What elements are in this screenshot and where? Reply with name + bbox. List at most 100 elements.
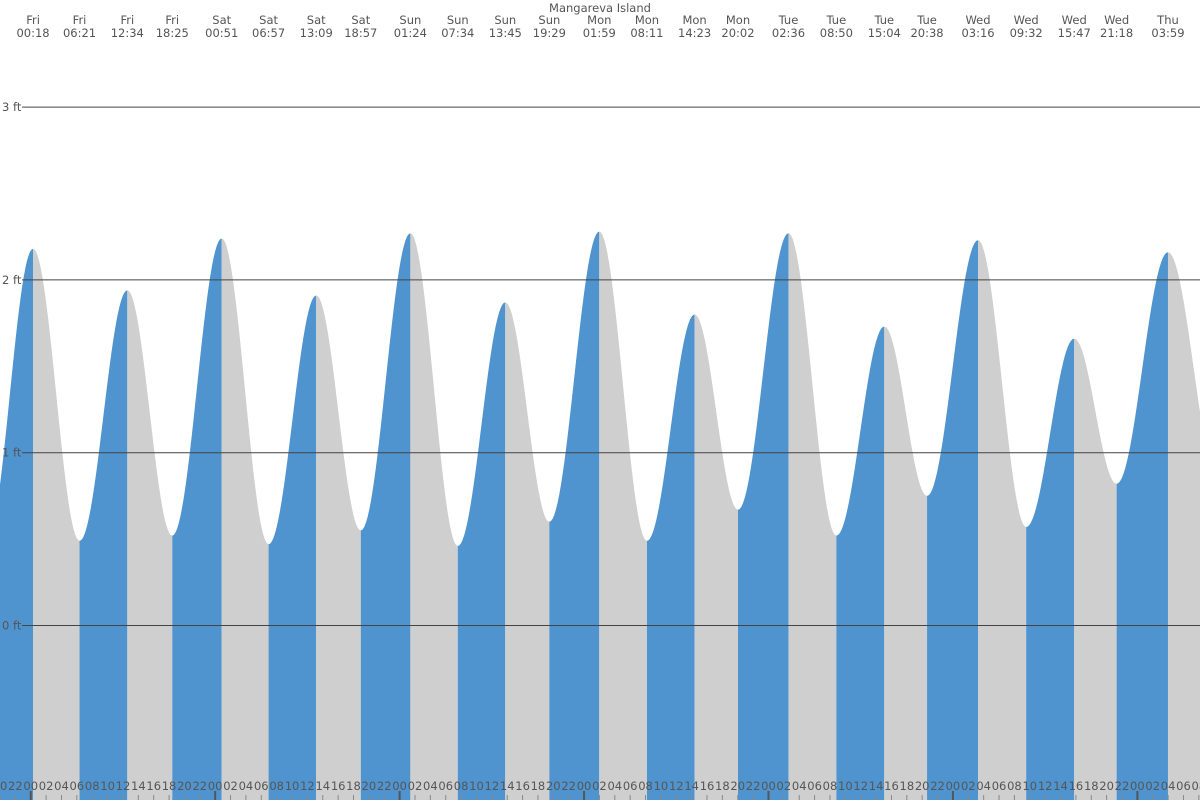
x-tick-label: 10 bbox=[285, 779, 300, 793]
tide-segment bbox=[1074, 338, 1117, 800]
x-tick-label: 02 bbox=[961, 779, 976, 793]
x-tick-label: 14 bbox=[500, 779, 515, 793]
x-tick-label: 16 bbox=[146, 779, 161, 793]
extreme-day: Fri bbox=[26, 13, 40, 27]
x-tick-label: 20 bbox=[730, 779, 745, 793]
x-tick-label: 16 bbox=[331, 779, 346, 793]
x-tick-label: 16 bbox=[515, 779, 530, 793]
x-tick-label: 02 bbox=[777, 779, 792, 793]
x-tick-label: 10 bbox=[469, 779, 484, 793]
extreme-time: 18:25 bbox=[156, 26, 189, 40]
tide-segment bbox=[457, 302, 506, 800]
extreme-day: Wed bbox=[1014, 13, 1039, 27]
extreme-day: Sun bbox=[494, 13, 516, 27]
extreme-day: Sat bbox=[351, 13, 370, 27]
y-tick-label: 2 ft bbox=[2, 273, 22, 287]
extreme-day: Tue bbox=[826, 13, 847, 27]
tide-segment bbox=[172, 238, 222, 800]
extreme-day: Sun bbox=[447, 13, 469, 27]
x-tick-label: 22 bbox=[930, 779, 945, 793]
extreme-day: Mon bbox=[635, 13, 659, 27]
x-tick-label: 04 bbox=[423, 779, 438, 793]
extreme-time: 21:18 bbox=[1100, 26, 1133, 40]
x-tick-label: 06 bbox=[1176, 779, 1191, 793]
x-tick-label: 18 bbox=[531, 779, 546, 793]
tide-segment bbox=[221, 238, 269, 800]
tide-segment bbox=[978, 240, 1027, 800]
x-tick-label: 20 bbox=[915, 779, 930, 793]
x-tick-label: 14 bbox=[315, 779, 330, 793]
x-tick-label: 00 bbox=[761, 779, 776, 793]
tide-segment bbox=[549, 231, 600, 800]
x-tick-label: 18 bbox=[1084, 779, 1099, 793]
tide-segment bbox=[694, 314, 739, 800]
extreme-day: Tue bbox=[916, 13, 937, 27]
x-tick-label: 20 bbox=[177, 779, 192, 793]
extreme-time: 03:16 bbox=[961, 26, 994, 40]
extreme-time: 01:24 bbox=[394, 26, 427, 40]
x-tick-label: 00 bbox=[208, 779, 223, 793]
x-tick-label: 06 bbox=[623, 779, 638, 793]
extreme-time: 18:57 bbox=[344, 26, 377, 40]
x-tick-label: 12 bbox=[1038, 779, 1053, 793]
tide-segment bbox=[646, 314, 695, 800]
x-tick-label: 10 bbox=[100, 779, 115, 793]
tide-segment bbox=[1116, 252, 1168, 800]
tide-segment bbox=[836, 326, 885, 800]
tide-segment bbox=[505, 302, 550, 800]
extreme-time: 03:59 bbox=[1151, 26, 1184, 40]
x-tick-label: 16 bbox=[1069, 779, 1084, 793]
x-tick-label: 20 bbox=[1099, 779, 1114, 793]
x-tick-label: 08 bbox=[454, 779, 469, 793]
tide-segment bbox=[79, 290, 128, 800]
x-tick-label: 08 bbox=[269, 779, 284, 793]
x-tick-label: 06 bbox=[254, 779, 269, 793]
y-tick-label: 0 ft bbox=[2, 618, 22, 632]
x-tick-label: 20 bbox=[362, 779, 377, 793]
x-tick-label: 22 bbox=[561, 779, 576, 793]
extreme-day: Mon bbox=[682, 13, 706, 27]
tide-segment bbox=[1026, 338, 1075, 800]
extreme-day: Sat bbox=[259, 13, 278, 27]
extreme-day: Sun bbox=[538, 13, 560, 27]
tide-segment bbox=[0, 248, 34, 800]
x-tick-label: 02 bbox=[39, 779, 54, 793]
extreme-time: 06:57 bbox=[252, 26, 285, 40]
x-tick-label: 08 bbox=[823, 779, 838, 793]
x-tick-label: 08 bbox=[85, 779, 100, 793]
extreme-time: 09:32 bbox=[1010, 26, 1043, 40]
x-tick-label: 12 bbox=[300, 779, 315, 793]
extreme-day: Wed bbox=[965, 13, 990, 27]
extreme-day: Sat bbox=[307, 13, 326, 27]
tide-segment bbox=[738, 233, 789, 800]
x-tick-label: 02 bbox=[1145, 779, 1160, 793]
x-tick-label: 18 bbox=[715, 779, 730, 793]
x-tick-label: 04 bbox=[976, 779, 991, 793]
extreme-time: 08:11 bbox=[630, 26, 663, 40]
x-tick-label: 08 bbox=[1007, 779, 1022, 793]
x-tick-label: 00 bbox=[23, 779, 38, 793]
x-tick-label: 14 bbox=[1053, 779, 1068, 793]
x-tick-label: 00 bbox=[392, 779, 407, 793]
x-tick-label: 22 bbox=[746, 779, 761, 793]
x-tick-label: 22 bbox=[192, 779, 207, 793]
x-tick-label: 02 bbox=[408, 779, 423, 793]
x-tick-label: 00 bbox=[946, 779, 961, 793]
tide-segment bbox=[927, 240, 979, 800]
x-tick-label: 22 bbox=[8, 779, 23, 793]
extreme-time: 13:09 bbox=[300, 26, 333, 40]
x-tick-label: 18 bbox=[900, 779, 915, 793]
x-tick-label: 06 bbox=[807, 779, 822, 793]
tide-segment bbox=[599, 231, 647, 800]
x-tick-label: 22 bbox=[377, 779, 392, 793]
tide-segment bbox=[127, 290, 173, 800]
x-tick-label: 16 bbox=[700, 779, 715, 793]
extreme-time: 14:23 bbox=[678, 26, 711, 40]
x-tick-label: 18 bbox=[346, 779, 361, 793]
extreme-time: 06:21 bbox=[63, 26, 96, 40]
x-tick-label: 14 bbox=[684, 779, 699, 793]
extreme-time: 00:51 bbox=[205, 26, 238, 40]
x-tick-label: 04 bbox=[1161, 779, 1176, 793]
extreme-time: 07:34 bbox=[441, 26, 474, 40]
